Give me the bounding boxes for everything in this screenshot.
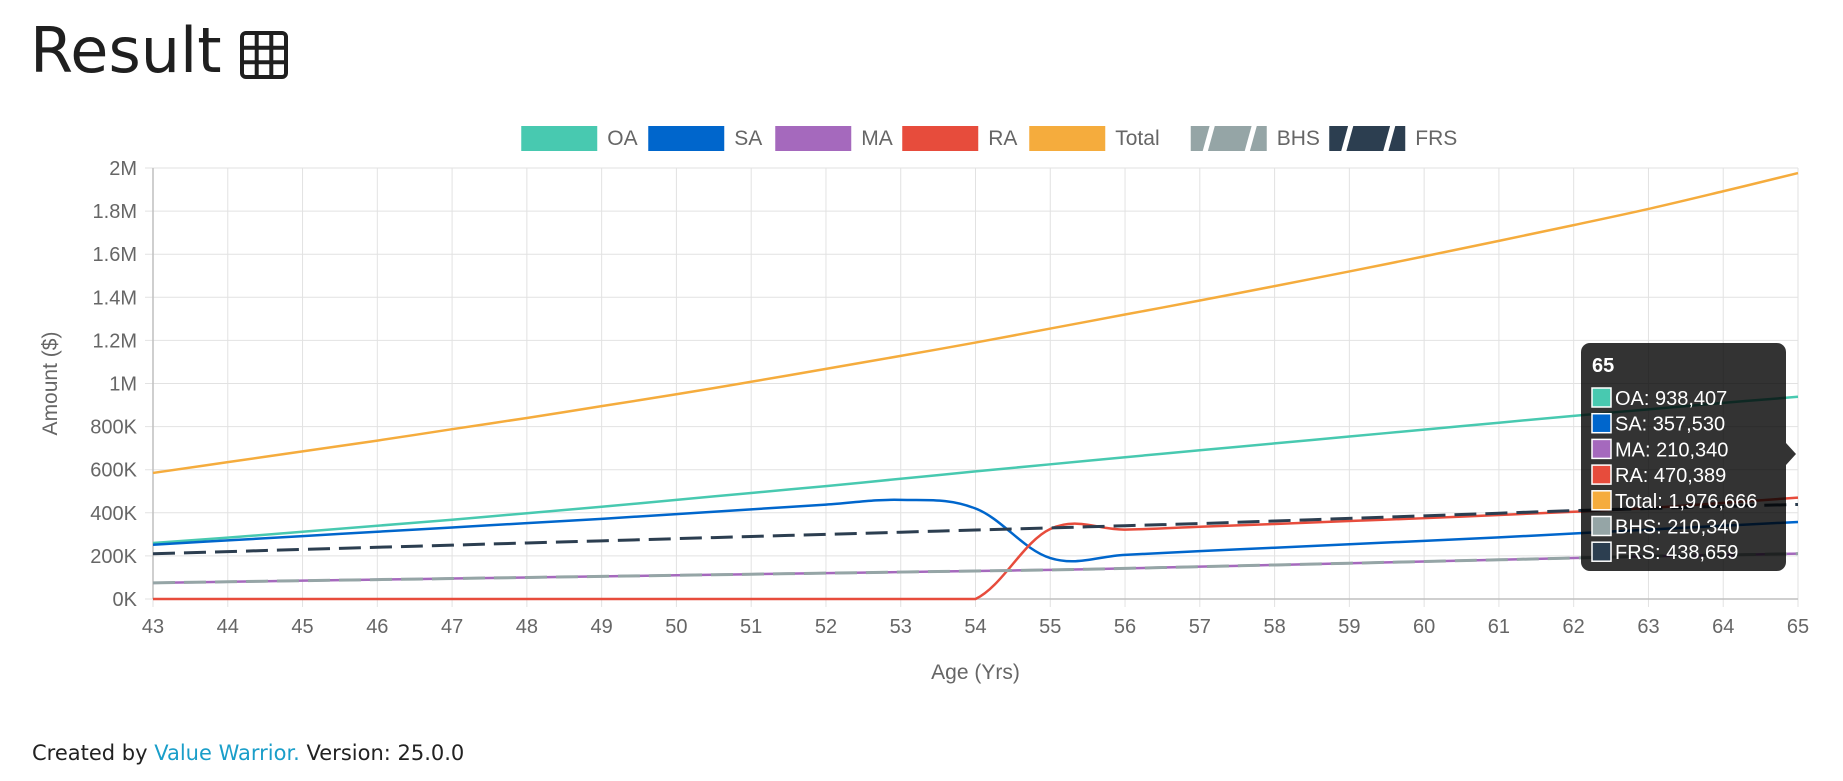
series-line-sa[interactable] [152,498,1799,563]
page-header: Result [30,14,288,87]
chart-legend[interactable]: OA SA MA RA Total BHS FRS [521,123,1457,154]
chart-series [152,171,1799,601]
x-tick-label: 43 [142,616,164,638]
y-axis-title: Amount ($) [39,332,62,436]
x-tick-label: 53 [890,616,912,638]
tooltip-title: 65 [1592,355,1614,377]
legend-label: FRS [1415,127,1457,150]
legend-label: Total [1115,127,1159,150]
series-line-ra[interactable] [153,496,1799,601]
legend-swatch [648,126,725,151]
x-tick-label: 57 [1189,616,1211,638]
x-tick-label: 49 [591,616,613,638]
legend-item-ra[interactable]: RA [902,126,1017,151]
y-tick-label: 0K [113,589,138,611]
tooltip-box [1581,343,1786,571]
x-tick-label: 61 [1488,616,1510,638]
x-tick-label: 60 [1413,616,1435,638]
legend-item-bhs[interactable]: BHS [1190,123,1320,154]
tooltip-item-text: SA: 357,530 [1615,414,1725,436]
x-tick-label: 55 [1039,616,1061,638]
tooltip-item-ma: MA: 210,340 [1591,438,1728,461]
y-tick-label: 400K [90,503,137,525]
legend-item-sa[interactable]: SA [648,126,762,151]
x-tick-label: 65 [1787,616,1809,638]
y-tick-label: 1M [109,374,137,396]
legend-swatch [775,126,852,151]
tooltip-item-sa: SA: 357,530 [1591,412,1725,436]
series-line-oa[interactable] [152,395,1799,545]
series-line-bhs[interactable] [152,552,1799,585]
x-tick-label: 58 [1263,616,1285,638]
y-tick-label: 600K [90,460,137,482]
x-tick-label: 54 [964,616,986,638]
value-warrior-link[interactable]: Value Warrior. [154,741,300,765]
x-tick-label: 63 [1637,616,1659,638]
tooltip-item-text: RA: 470,389 [1615,465,1726,487]
y-tick-label: 1.6M [93,244,137,266]
series-line-frs[interactable] [152,502,1799,556]
x-tick-label: 59 [1338,616,1360,638]
series-line-total[interactable] [152,171,1799,475]
footer-version: Version: 25.0.0 [306,741,465,765]
x-tick-label: 50 [665,616,687,638]
chart-axes: 43 44 45 46 47 48 49 50 51 52 53 54 55 56 57 58 59 60 61 62… [39,158,1809,684]
y-tick-label: 1.8M [93,201,137,223]
tooltip-item-frs: FRS: 438,659 [1591,541,1738,564]
table-grid-icon[interactable] [239,30,288,79]
tooltip-item-ra: RA: 470,389 [1591,464,1726,487]
legend-swatch [902,126,979,151]
tooltip-item-oa: OA: 938,407 [1591,387,1727,410]
tooltip-item-text: FRS: 438,659 [1615,542,1738,564]
y-tick-label: 2M [109,158,137,180]
x-tick-label: 64 [1712,616,1734,638]
legend-label: SA [734,127,762,150]
legend-label: OA [607,127,637,150]
footer: Created by Value Warrior. Version: 25.0.… [32,741,464,765]
chart-grid [145,167,1799,607]
tooltip-item-text: Total: 1,976,666 [1615,491,1757,513]
page-title: Result [30,14,222,87]
x-tick-label: 46 [366,616,388,638]
y-tick-label: 1.4M [93,287,137,309]
tooltip-item-total: Total: 1,976,666 [1591,490,1757,513]
x-tick-label: 56 [1114,616,1136,638]
x-tick-label: 48 [516,616,538,638]
footer-prefix: Created by [32,741,148,765]
x-tick-label: 45 [291,616,313,638]
legend-label: BHS [1277,127,1320,150]
y-tick-label: 200K [90,546,137,568]
tooltip-item-text: MA: 210,340 [1615,439,1728,461]
legend-item-oa[interactable]: OA [521,126,638,151]
legend-item-ma[interactable]: MA [775,126,893,151]
legend-label: RA [988,127,1017,150]
tooltip-item-text: BHS: 210,340 [1615,517,1740,539]
x-tick-label: 62 [1563,616,1585,638]
tooltip-item-bhs: BHS: 210,340 [1591,515,1740,539]
legend-item-frs[interactable]: FRS [1329,123,1457,154]
result-line-chart[interactable]: 43 44 45 46 47 48 49 50 51 52 53 54 55 56 57 58 59 60 61 62… [0,100,1843,700]
legend-swatch [1029,126,1106,151]
tooltip-item-text: OA: 938,407 [1615,388,1727,410]
x-tick-label: 52 [815,616,837,638]
y-tick-label: 1.2M [93,330,137,352]
tooltip-caret [1786,443,1796,465]
x-tick-label: 51 [740,616,762,638]
x-axis-title: Age (Yrs) [931,661,1020,684]
x-tick-label: 47 [441,616,463,638]
legend-item-total[interactable]: Total [1029,126,1160,151]
x-tick-label: 44 [217,616,239,638]
legend-swatch [521,126,598,151]
legend-label: MA [861,127,893,150]
y-tick-label: 800K [90,417,137,439]
